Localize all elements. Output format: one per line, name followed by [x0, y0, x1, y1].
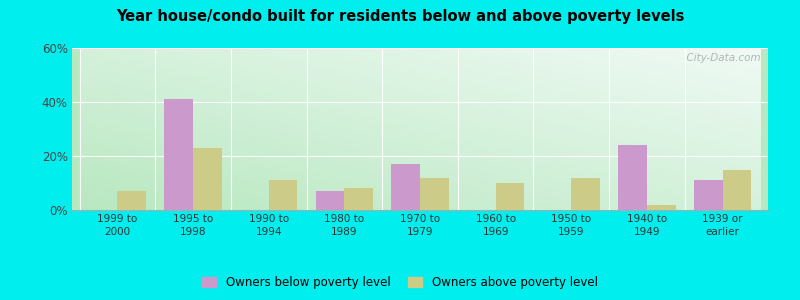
Bar	[571, 178, 600, 210]
Bar	[344, 188, 373, 210]
Bar	[722, 169, 751, 210]
Bar	[496, 183, 525, 210]
Bar	[193, 148, 222, 210]
Bar	[315, 191, 344, 210]
Bar	[391, 164, 420, 210]
Bar	[618, 145, 647, 210]
Bar	[118, 191, 146, 210]
Text: Year house/condo built for residents below and above poverty levels: Year house/condo built for residents bel…	[116, 9, 684, 24]
Bar	[647, 205, 676, 210]
Bar	[420, 178, 449, 210]
Legend: Owners below poverty level, Owners above poverty level: Owners below poverty level, Owners above…	[198, 272, 602, 294]
Bar	[694, 180, 722, 210]
Bar	[269, 180, 298, 210]
Bar	[164, 99, 193, 210]
Text: City-Data.com: City-Data.com	[681, 53, 761, 63]
